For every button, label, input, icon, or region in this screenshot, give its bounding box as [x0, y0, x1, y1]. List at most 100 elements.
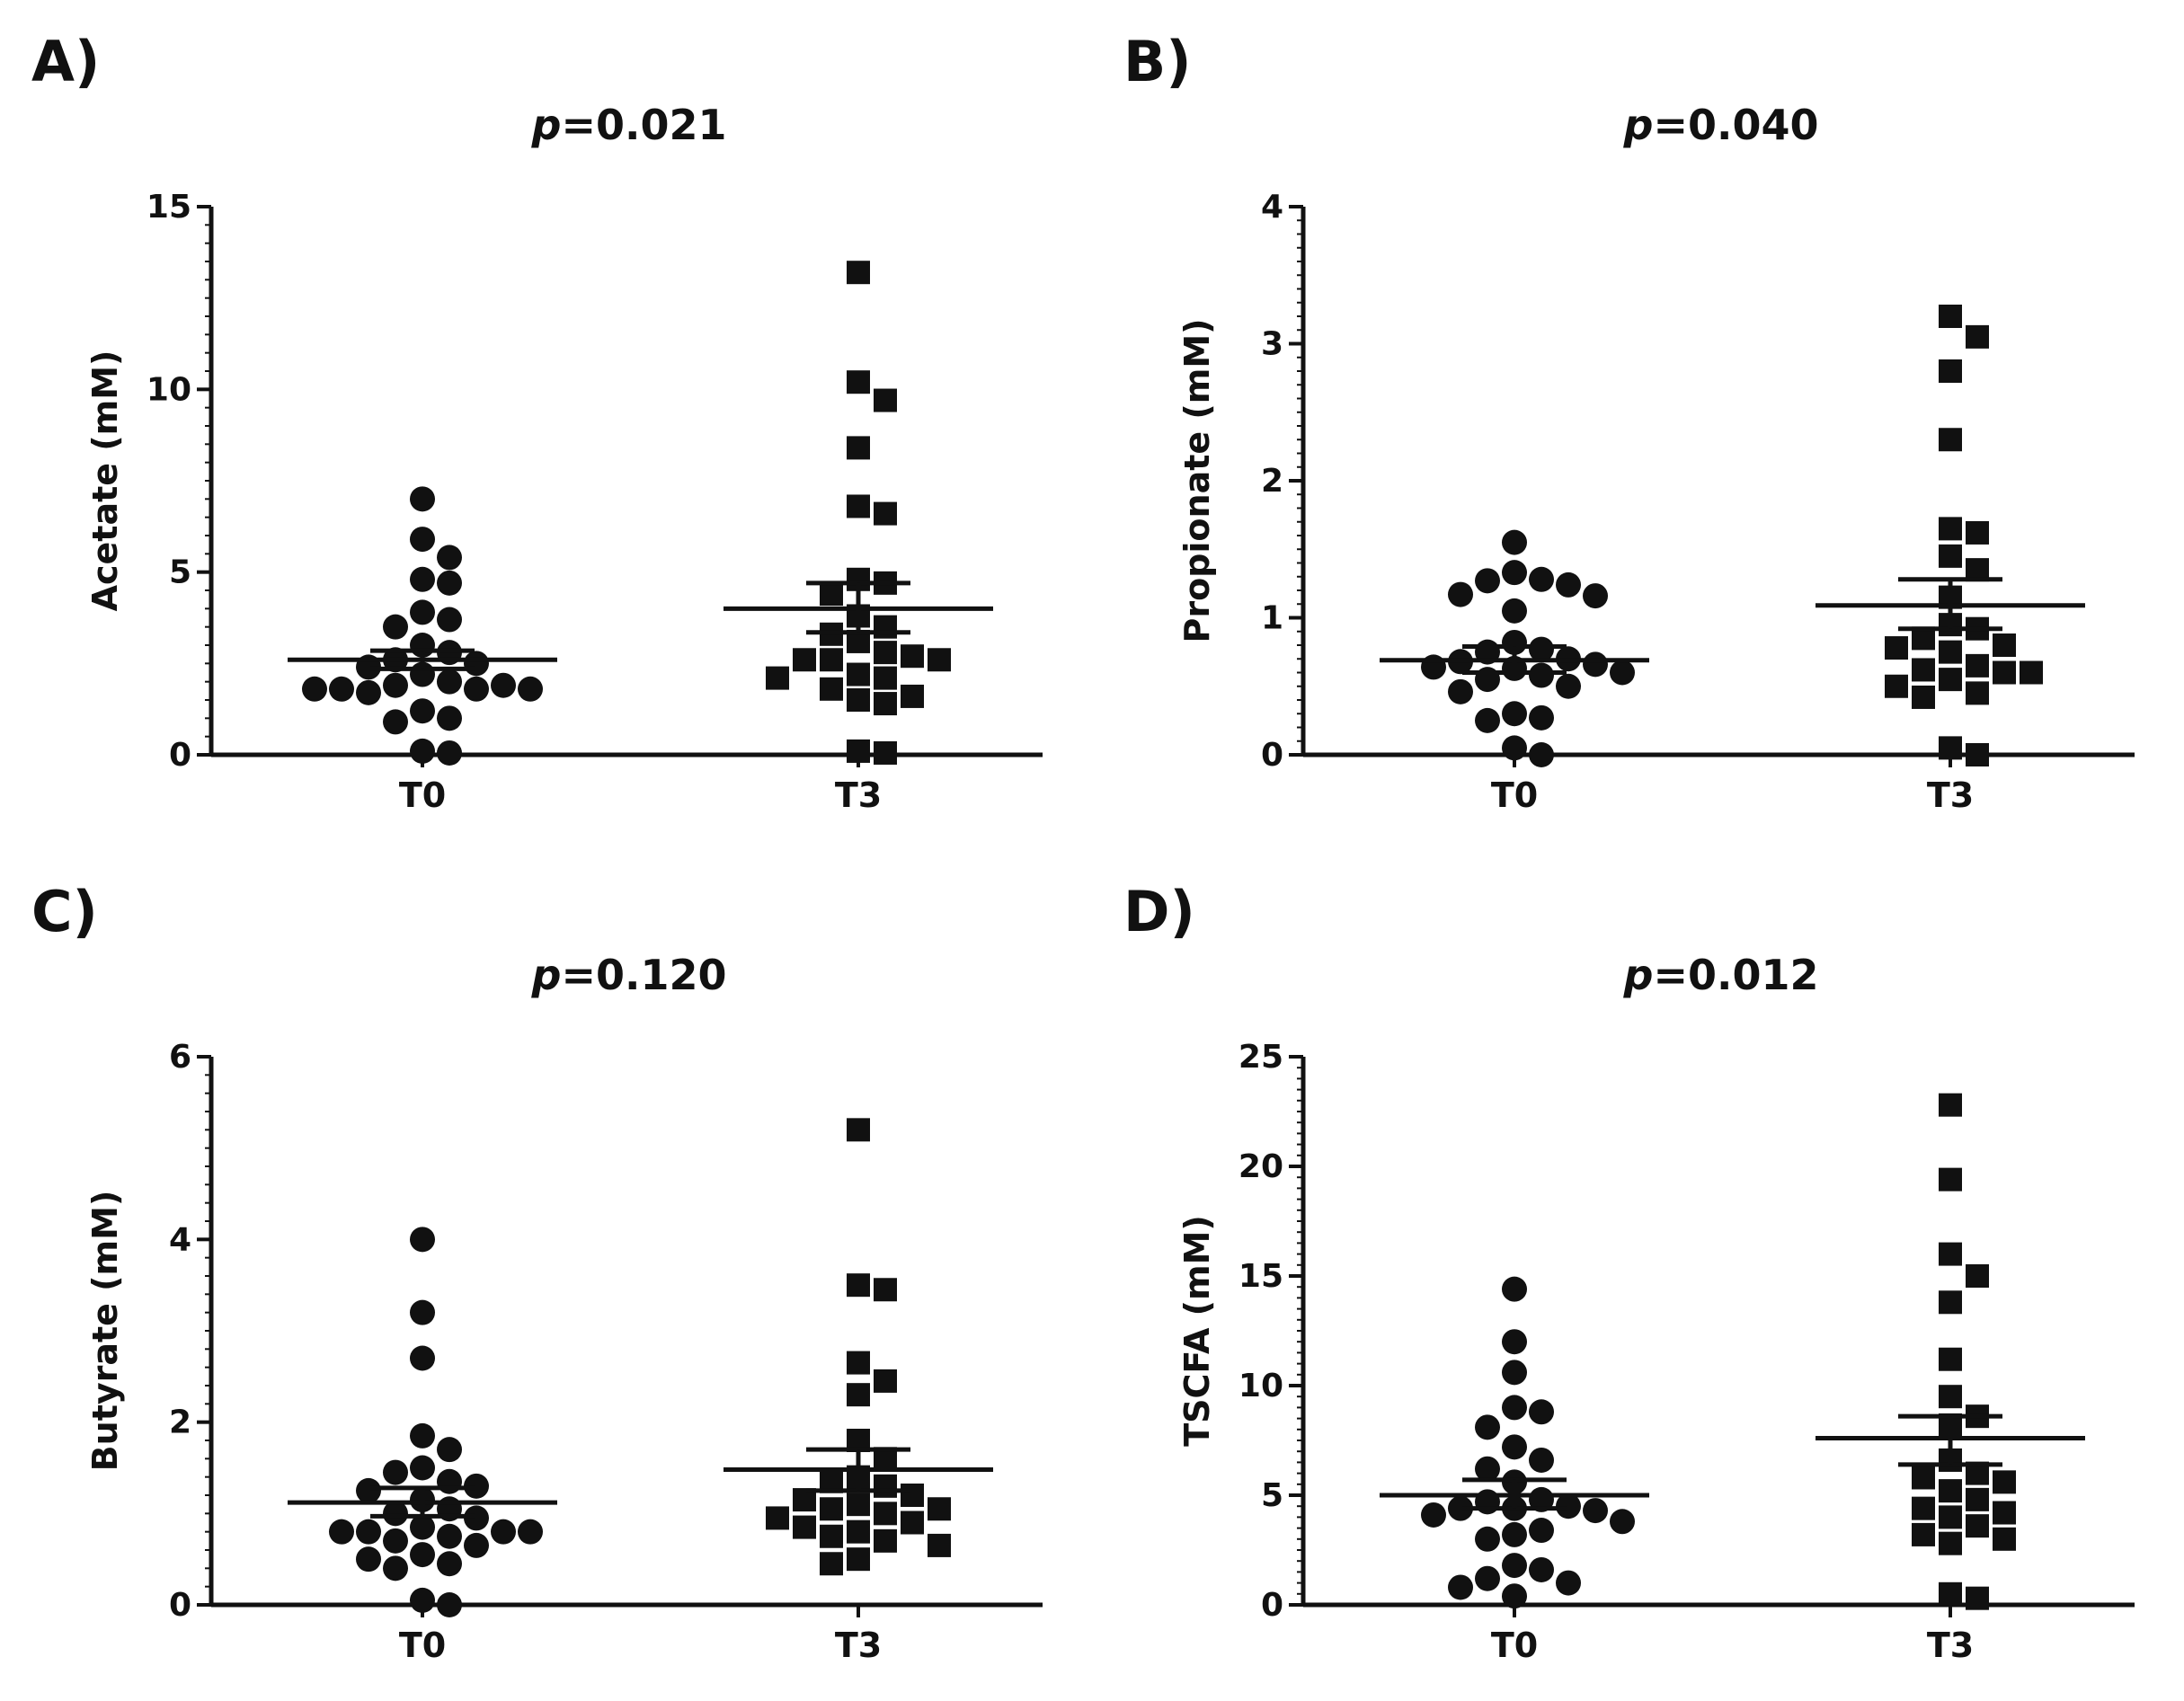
y-axis-label: TSCFA (mM) — [1177, 1215, 1217, 1447]
data-point-t3 — [874, 1474, 897, 1498]
data-point-t3 — [901, 1484, 924, 1507]
data-point-t3 — [847, 370, 870, 394]
data-point-t3 — [901, 1511, 924, 1535]
data-point-t3 — [1939, 1479, 1962, 1503]
data-point-t0 — [410, 738, 435, 764]
data-point-t0 — [1502, 1276, 1527, 1302]
data-point-t0 — [1529, 704, 1554, 731]
data-point-t3 — [820, 677, 843, 701]
y-tick-label: 20 — [1238, 1148, 1283, 1185]
data-point-t0 — [383, 1501, 408, 1527]
data-point-t3 — [874, 692, 897, 716]
data-point-t0 — [1502, 1360, 1527, 1386]
data-point-t0 — [1475, 1414, 1500, 1440]
data-point-t0 — [1610, 660, 1635, 686]
y-tick-label: 1 — [1261, 600, 1283, 637]
x-tick-label: T0 — [399, 1626, 446, 1665]
data-point-t0 — [1502, 1329, 1527, 1355]
y-tick-label: 5 — [169, 554, 191, 591]
data-point-t0 — [437, 1437, 462, 1463]
data-point-t3 — [820, 1497, 843, 1521]
data-point-t3 — [1966, 1487, 1989, 1511]
data-point-t0 — [1475, 568, 1500, 594]
chart-title: p=0.012 — [1623, 951, 1819, 999]
data-point-t0 — [464, 676, 489, 702]
data-point-t0 — [1529, 662, 1554, 688]
data-point-t3 — [847, 1351, 870, 1375]
chart-title: p=0.021 — [531, 101, 727, 149]
data-point-t0 — [302, 676, 327, 702]
butyrate-chart: C) p=0.120 Butyrate (mM) 0 2 4 6 T0 T3 — [31, 879, 1043, 1665]
data-point-t0 — [464, 1473, 489, 1499]
data-point-t0 — [1556, 571, 1581, 598]
data-point-t0 — [356, 1519, 381, 1545]
data-point-t3 — [847, 1519, 870, 1544]
data-point-t3 — [874, 388, 897, 412]
data-point-t0 — [410, 1299, 435, 1325]
data-point-t3 — [1966, 1514, 1989, 1538]
data-point-t3 — [847, 688, 870, 712]
x-tick-label: T0 — [1491, 775, 1538, 815]
data-point-t3 — [1993, 633, 2016, 657]
data-point-t0 — [410, 1587, 435, 1613]
data-point-t3 — [1939, 1347, 1962, 1371]
data-point-t0 — [1502, 1583, 1527, 1609]
data-point-t0 — [383, 672, 408, 698]
data-point-t3 — [1939, 1093, 1962, 1117]
y-tick-label: 15 — [1238, 1258, 1283, 1295]
data-point-t0 — [1421, 1502, 1446, 1528]
x-tick-label: T3 — [1927, 775, 1974, 815]
data-point-t0 — [410, 1455, 435, 1481]
data-point-t0 — [410, 1345, 435, 1371]
data-point-t3 — [820, 1552, 843, 1576]
data-point-t3 — [1939, 1167, 1962, 1192]
data-point-t0 — [437, 607, 462, 633]
data-point-t3 — [874, 1502, 897, 1526]
data-point-t0 — [410, 698, 435, 724]
data-point-t0 — [410, 566, 435, 592]
data-point-t3 — [874, 501, 897, 526]
y-tick-label: 10 — [146, 371, 191, 408]
data-point-t0 — [1583, 651, 1608, 678]
data-point-t3 — [1912, 1466, 1935, 1490]
y-tick-label: 0 — [169, 737, 191, 774]
data-point-t0 — [1529, 1518, 1554, 1544]
data-point-t3 — [874, 641, 897, 665]
data-point-t3 — [874, 1528, 897, 1553]
data-point-t0 — [437, 740, 462, 766]
data-point-t0 — [437, 1592, 462, 1617]
data-point-t3 — [874, 666, 897, 690]
acetate-chart: A) p=0.021 Acetate (mM) 0 5 10 15 T0 T3 — [31, 29, 1043, 815]
data-point-t0 — [410, 1227, 435, 1253]
data-point-t0 — [356, 1477, 381, 1503]
x-tick-label: T0 — [1491, 1626, 1538, 1665]
data-point-t3 — [1966, 1586, 1989, 1610]
data-point-t3 — [793, 648, 816, 672]
data-point-t0 — [491, 1519, 516, 1545]
y-tick-label: 25 — [1238, 1039, 1283, 1076]
data-point-t3 — [1993, 1470, 2016, 1494]
chart-title: p=0.120 — [531, 951, 727, 999]
data-point-t0 — [1556, 1493, 1581, 1519]
panel-label: C) — [31, 879, 98, 944]
data-point-t3 — [1939, 305, 1962, 328]
data-point-t3 — [847, 1273, 870, 1298]
data-point-t0 — [1502, 1434, 1527, 1460]
data-point-t3 — [901, 644, 924, 669]
y-axis-label: Acetate (mM) — [85, 350, 125, 612]
panel-label: B) — [1123, 29, 1192, 94]
data-point-t3 — [928, 1533, 951, 1557]
data-point-t0 — [437, 570, 462, 596]
x-tick-label: T3 — [835, 775, 882, 815]
data-point-t3 — [1939, 668, 1962, 692]
panel-butyrate: C) p=0.120 Butyrate (mM) 0 2 4 6 T0 T3 — [0, 850, 1092, 1700]
y-axis-label: Butyrate (mM) — [85, 1191, 125, 1472]
data-point-t3 — [1912, 685, 1935, 709]
data-point-t3 — [1912, 1522, 1935, 1546]
data-point-t3 — [1939, 640, 1962, 664]
data-point-t3 — [1939, 544, 1962, 568]
data-point-t0 — [437, 545, 462, 571]
data-point-t0 — [518, 676, 543, 702]
data-point-t0 — [1448, 581, 1473, 607]
data-point-t3 — [847, 494, 870, 518]
